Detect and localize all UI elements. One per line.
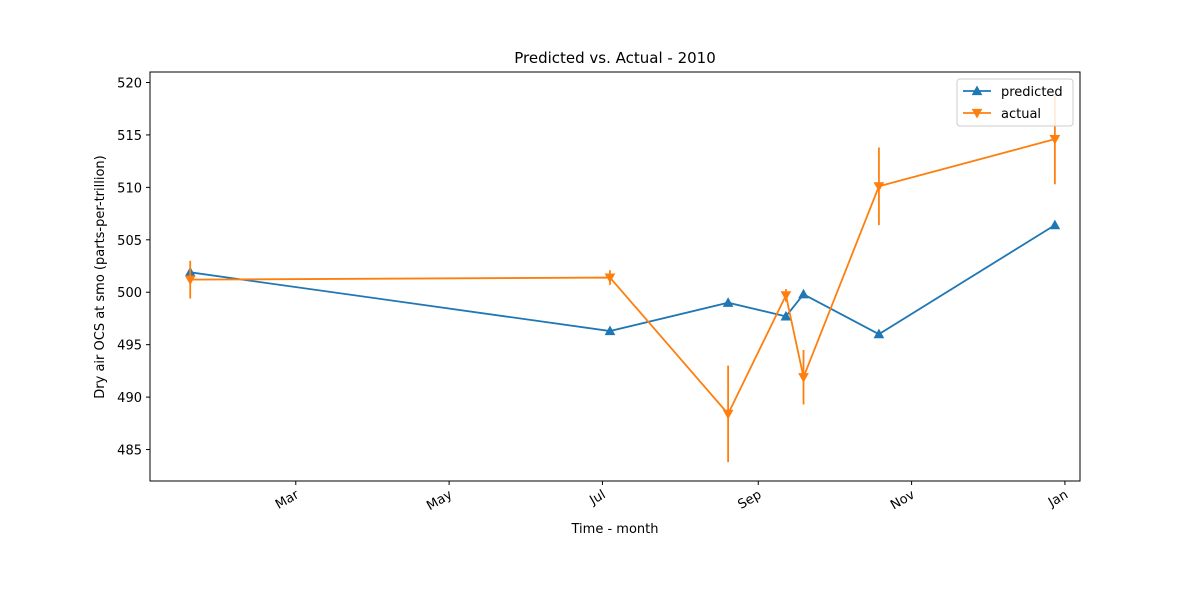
legend-marker-actual [971,108,983,119]
legend-label-predicted: predicted [1001,85,1063,100]
legend-label-actual: actual [1001,107,1041,122]
y-tick-label: 515 [117,129,142,144]
data-point-actual [722,409,734,420]
y-axis-label: Dry air OCS at smo (parts-per-trillion) [93,155,108,398]
y-tick-label: 520 [117,76,142,91]
y-tick-label: 485 [117,444,142,459]
plot-frame [149,71,1081,482]
chart-title: Predicted vs. Actual - 2010 [514,49,716,67]
y-tick-label: 490 [117,391,142,406]
data-point-actual [184,275,196,286]
series-actual [184,94,1061,463]
data-point-predicted [873,328,885,339]
data-point-actual [873,182,885,192]
data-point-actual [780,291,792,301]
x-tick-label: Jul [586,487,608,508]
data-point-predicted [1049,219,1061,230]
data-point-actual [604,273,616,284]
y-tick-label: 500 [117,286,142,301]
x-axis-label: Time - month [571,522,659,537]
legend: predicted actual [956,78,1074,127]
data-point-predicted [722,297,734,307]
data-point-predicted [798,288,809,299]
data-point-predicted [604,325,616,336]
legend-marker-predicted [971,85,983,96]
data-point-actual [1049,135,1061,145]
y-tick-label: 505 [117,234,142,249]
data-point-actual [798,373,809,383]
data-point-predicted [780,310,792,321]
y-tick-label: 510 [117,181,142,196]
y-tick-label: 495 [117,339,142,354]
